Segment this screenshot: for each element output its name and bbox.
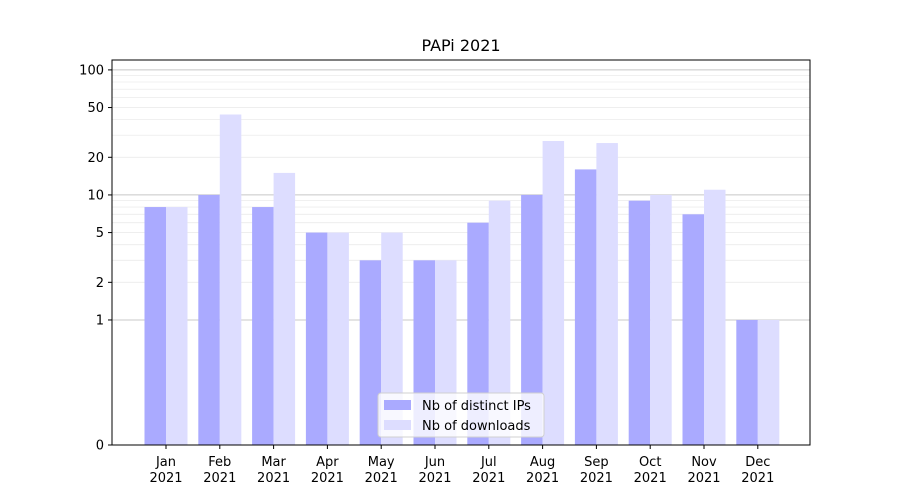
x-tick-sublabel: 2021 bbox=[418, 471, 451, 486]
legend-swatch bbox=[384, 420, 411, 430]
bar bbox=[252, 207, 274, 445]
x-tick-sublabel: 2021 bbox=[257, 471, 290, 486]
bar bbox=[359, 260, 382, 445]
bar bbox=[381, 232, 403, 445]
bar bbox=[704, 189, 726, 445]
legend-label: Nb of distinct IPs bbox=[422, 399, 531, 414]
bar bbox=[219, 114, 242, 445]
bar bbox=[166, 207, 188, 445]
bar bbox=[327, 232, 349, 445]
bar bbox=[467, 222, 489, 445]
x-tick-sublabel: 2021 bbox=[203, 471, 236, 486]
x-tick-label: Sep bbox=[584, 455, 609, 470]
y-tick-label: 10 bbox=[87, 188, 104, 203]
legend: Nb of distinct IPs Nb of downloads bbox=[377, 392, 545, 438]
x-tick-label: Jul bbox=[480, 455, 497, 470]
x-tick-sublabel: 2021 bbox=[149, 471, 182, 486]
bar bbox=[198, 194, 220, 445]
y-tick-label: 2 bbox=[96, 276, 104, 291]
bar bbox=[650, 194, 672, 445]
x-tick-label: Mar bbox=[261, 455, 286, 470]
x-tick-label: May bbox=[368, 455, 395, 470]
x-tick-label: Feb bbox=[208, 455, 231, 470]
plot-frame bbox=[111, 59, 811, 446]
bar bbox=[574, 169, 597, 445]
x-axis: Jan2021Feb2021Mar2021Apr2021May2021Jun20… bbox=[149, 445, 774, 486]
bar bbox=[488, 200, 511, 445]
x-tick-label: Oct bbox=[639, 455, 661, 470]
bar bbox=[273, 172, 296, 445]
x-tick-label: Nov bbox=[691, 455, 717, 470]
bar bbox=[736, 319, 758, 445]
x-tick-sublabel: 2021 bbox=[687, 471, 720, 486]
bar bbox=[596, 143, 618, 445]
y-tick-label: 100 bbox=[79, 63, 104, 78]
x-tick-sublabel: 2021 bbox=[472, 471, 505, 486]
x-tick-sublabel: 2021 bbox=[580, 471, 613, 486]
bar bbox=[521, 194, 543, 445]
y-tick-label: 5 bbox=[96, 226, 104, 241]
y-axis: 0 1 2 5 10 20 50 100 bbox=[79, 63, 112, 454]
x-tick-sublabel: 2021 bbox=[526, 471, 559, 486]
bar bbox=[682, 214, 704, 445]
bar bbox=[628, 200, 651, 445]
y-tick-label: 50 bbox=[87, 101, 104, 116]
bar bbox=[542, 140, 565, 445]
y-tick-label: 20 bbox=[87, 151, 104, 166]
x-tick-label: Jan bbox=[155, 455, 176, 470]
x-tick-label: Apr bbox=[316, 455, 339, 470]
bar bbox=[305, 232, 328, 445]
y-tick-label: 0 bbox=[96, 439, 104, 454]
x-tick-sublabel: 2021 bbox=[741, 471, 774, 486]
y-tick-label: 1 bbox=[96, 313, 104, 328]
x-tick-sublabel: 2021 bbox=[634, 471, 667, 486]
bars bbox=[144, 114, 780, 445]
x-tick-label: Dec bbox=[745, 455, 770, 470]
chart-title: PAPi 2021 bbox=[421, 36, 500, 55]
x-tick-label: Jun bbox=[424, 455, 445, 470]
x-tick-sublabel: 2021 bbox=[365, 471, 398, 486]
bar bbox=[144, 207, 166, 445]
legend-label: Nb of downloads bbox=[422, 419, 531, 434]
x-tick-sublabel: 2021 bbox=[311, 471, 344, 486]
bar bbox=[757, 319, 780, 445]
x-tick-label: Aug bbox=[530, 455, 555, 470]
legend-box bbox=[377, 392, 545, 438]
legend-swatch bbox=[384, 400, 411, 410]
